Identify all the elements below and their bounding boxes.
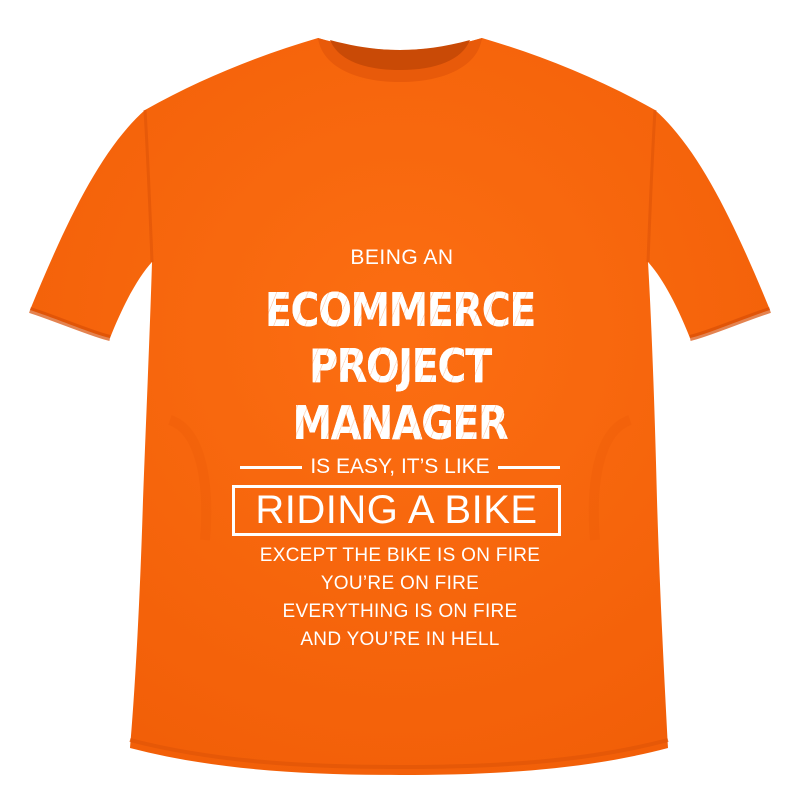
right-sleeve-seam — [646, 109, 657, 263]
collar-inner — [330, 40, 470, 70]
left-sleeve-hem — [29, 307, 111, 341]
bottom-hem — [129, 738, 669, 770]
right-sleeve-hem — [689, 307, 771, 341]
left-sleeve-seam — [143, 109, 154, 263]
fold-left — [167, 415, 212, 541]
shirt-body — [30, 38, 770, 775]
fold-right — [588, 415, 633, 541]
